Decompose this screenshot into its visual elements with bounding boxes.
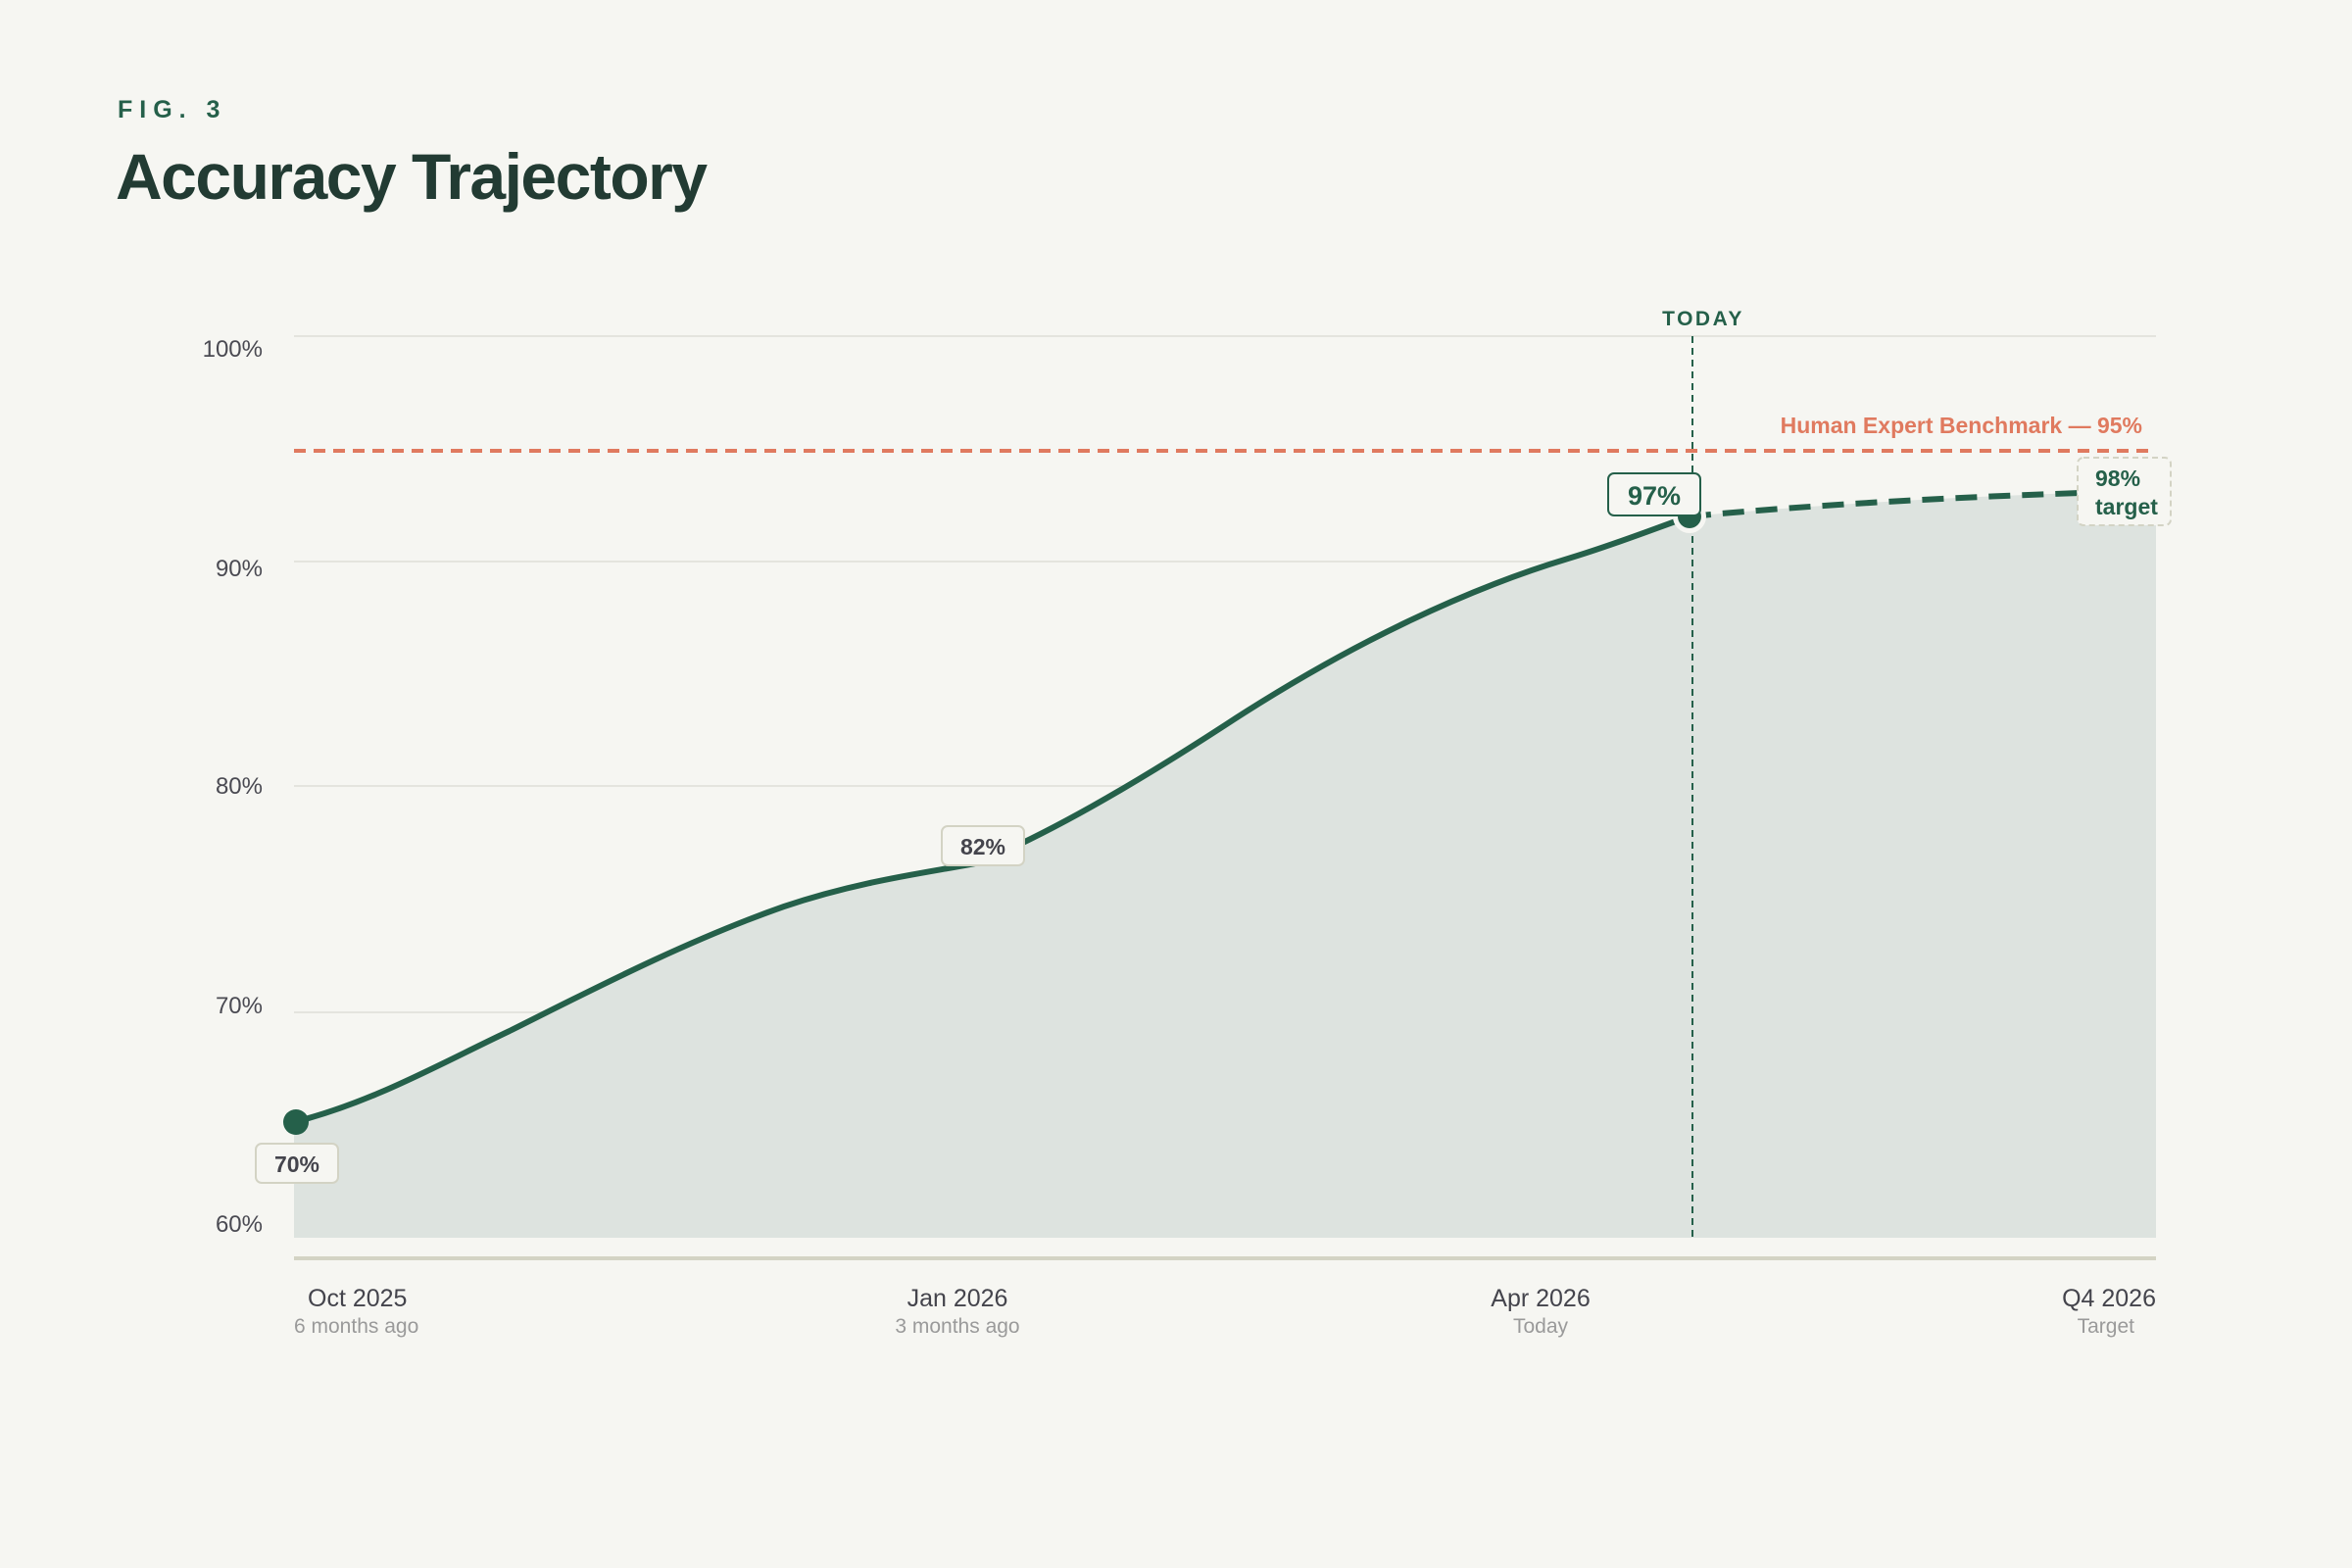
y-tick: 100% [203,336,263,363]
start-point-label: 70% [255,1143,339,1184]
benchmark-label: Human Expert Benchmark — 95% [1781,413,2142,438]
x-tick-sub: 3 months ago [895,1315,1019,1338]
target-word: target [2095,494,2158,519]
today-label: TODAY [1662,308,1744,330]
x-tick: Q4 2026 [2062,1285,2156,1312]
projected-line [1689,490,2083,519]
mid-point-label: 82% [941,825,1025,866]
y-tick: 80% [216,773,263,800]
x-tick: Oct 2025 [308,1285,407,1312]
chart-title: Accuracy Trajectory [116,140,708,213]
x-tick: Apr 2026 [1491,1285,1590,1312]
start-point-marker [283,1109,309,1135]
x-tick-sub: Target [2078,1315,2135,1338]
today-point-value: 97% [1628,481,1681,511]
today-point-label: 97% [1607,472,1701,516]
start-point-value: 70% [274,1152,319,1177]
x-tick-sub: Today [1513,1315,1569,1338]
y-axis-ticks: 100% 90% 80% 70% 60% [203,336,263,1238]
figure-number: FIG. 3 [118,96,227,123]
y-tick: 70% [216,993,263,1019]
area-fill [294,493,2156,1238]
mid-point-value: 82% [960,834,1005,859]
y-tick: 60% [216,1211,263,1238]
x-axis-ticks: Oct 2025 6 months ago Jan 2026 3 months … [294,1285,2156,1338]
y-tick: 90% [216,556,263,582]
x-tick: Jan 2026 [907,1285,1008,1312]
x-tick-sub: 6 months ago [294,1315,418,1338]
target-label: 98% target [2077,457,2172,526]
target-value: 98% [2095,466,2140,491]
